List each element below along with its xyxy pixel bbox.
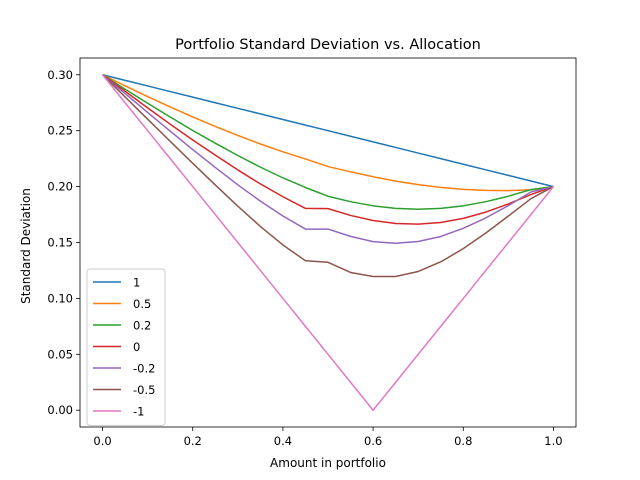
series-line-3 bbox=[102, 74, 554, 225]
plot-area: 0.0 0.2 0.4 0.6 0.8 1.00.000.050.100.150.200.… bbox=[47, 57, 577, 448]
x-tick-label: 1.0 bbox=[544, 434, 562, 448]
series-line-1 bbox=[102, 74, 554, 192]
series-line-5 bbox=[102, 74, 554, 278]
x-tick-label: 0.6 bbox=[364, 434, 382, 448]
y-tick-label: 0.20 bbox=[47, 180, 73, 194]
x-tick-label: 0.4 bbox=[274, 434, 292, 448]
y-tick-label: 0.00 bbox=[47, 403, 73, 417]
y-tick-label: 0.25 bbox=[47, 124, 73, 138]
series-line-0 bbox=[102, 74, 554, 188]
y-tick-label: 0.15 bbox=[47, 236, 73, 250]
x-axis-label: Amount in portfolio bbox=[270, 456, 386, 470]
y-axis-label: Standard Deviation bbox=[19, 188, 33, 304]
y-tick-label: 0.30 bbox=[47, 68, 73, 82]
x-tick-label: 0.2 bbox=[184, 434, 202, 448]
series-line-6 bbox=[101, 74, 555, 411]
series-line-4 bbox=[102, 74, 554, 245]
series-line-2 bbox=[102, 74, 554, 211]
legend-label-0: 1 bbox=[133, 276, 140, 290]
x-tick-label: 0.8 bbox=[454, 434, 472, 448]
x-tick-label: 0.0 bbox=[93, 434, 111, 448]
legend-label-6: -1 bbox=[133, 405, 144, 419]
legend-label-2: 0.2 bbox=[133, 319, 151, 333]
legend-label-3: 0 bbox=[133, 340, 140, 354]
legend-label-4: -0.2 bbox=[133, 362, 155, 376]
legend-label-1: 0.5 bbox=[133, 297, 151, 311]
legend-label-5: -0.5 bbox=[133, 383, 155, 397]
y-tick-label: 0.10 bbox=[47, 291, 73, 305]
y-tick-label: 0.05 bbox=[47, 347, 73, 361]
chart-title: Portfolio Standard Deviation vs. Allocat… bbox=[175, 37, 481, 53]
legend-box bbox=[86, 268, 166, 426]
